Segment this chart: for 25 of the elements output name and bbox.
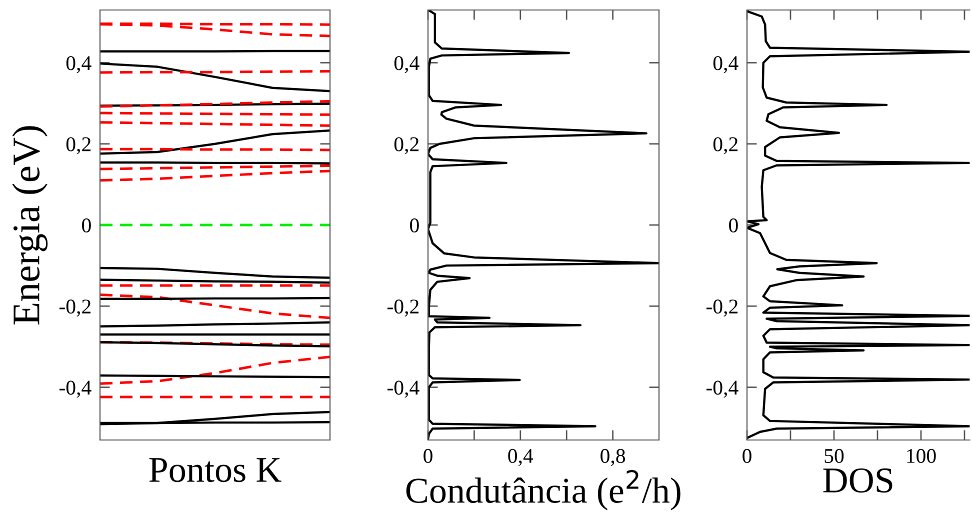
y-tick-label: 0,2	[713, 137, 738, 154]
x-axis-title: DOS	[823, 468, 892, 493]
y-tick-label: 0,2	[66, 137, 91, 154]
y-tick-label: 0	[729, 218, 738, 232]
x-tick-label: 100	[907, 448, 936, 463]
y-tick-label: -0,4	[706, 380, 738, 398]
x-tick-label: 0	[742, 448, 752, 463]
y-tick-label: -0,4	[59, 380, 92, 398]
x-tick-label: 50	[824, 448, 844, 463]
y-tick-label: 0,4	[394, 56, 420, 74]
y-tick-label: 0,2	[394, 137, 419, 154]
y-tick-label: -0,2	[59, 300, 91, 317]
y-tick-label: -0,4	[387, 380, 420, 398]
x-tick-label: 0	[424, 448, 432, 463]
y-tick-label: -0,2	[706, 300, 738, 317]
y-tick-label: 0	[410, 218, 419, 232]
x-tick-label: 0,4	[508, 448, 534, 466]
x-tick-label: 0,8	[600, 448, 626, 466]
y-axis-title: Energia (eV)	[12, 126, 48, 324]
y-tick-label: 0,4	[66, 56, 92, 74]
y-tick-label: 0	[82, 218, 91, 232]
x-axis-title: Pontos K	[149, 458, 282, 482]
y-tick-label: 0,4	[713, 56, 738, 74]
x-axis-title: Condutância (e$^{2}$/h)	[406, 470, 680, 510]
y-tick-label: -0,2	[387, 300, 419, 317]
